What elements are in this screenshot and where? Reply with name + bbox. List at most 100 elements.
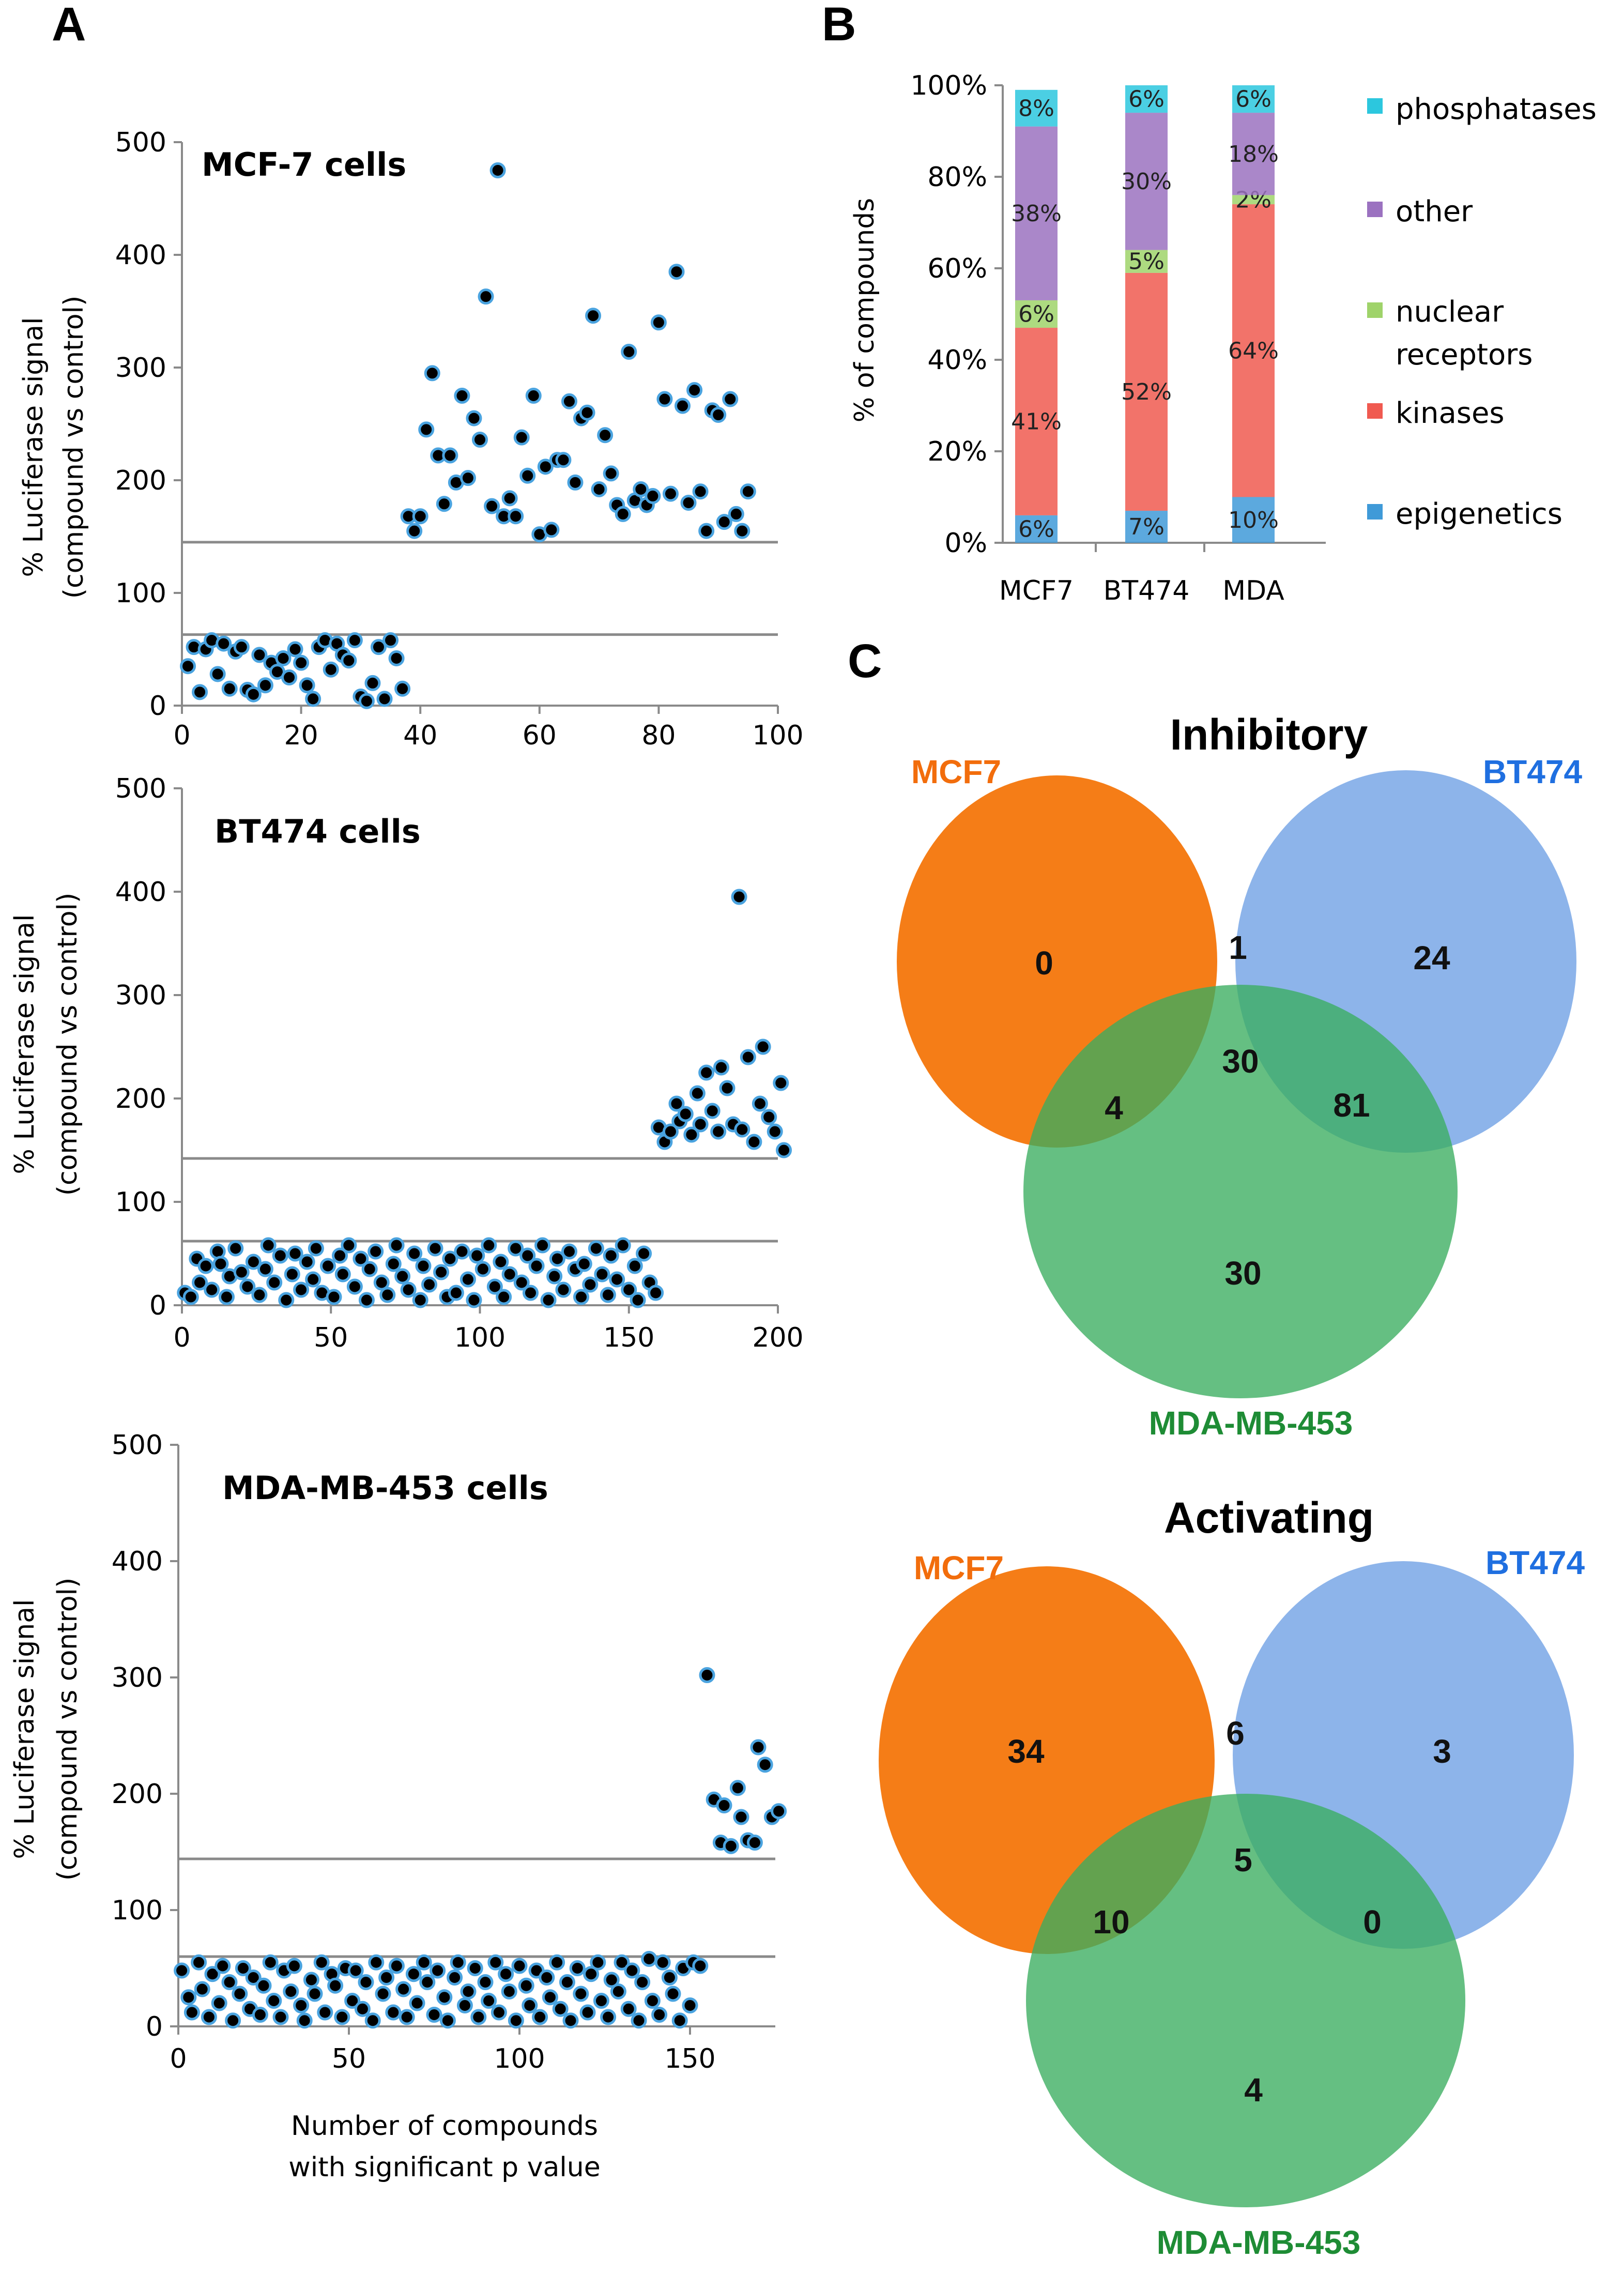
bar-segment-label: 30% [1121, 169, 1172, 195]
data-point [620, 2001, 637, 2017]
bar-segment-label: 38% [1011, 201, 1062, 227]
data-point [486, 1278, 503, 1295]
data-point [477, 1974, 494, 1990]
bar-category-label: MDA [1222, 575, 1284, 606]
data-point [682, 1997, 698, 2013]
data-point [496, 1289, 512, 1305]
data-point [299, 677, 315, 694]
legend-label-phosphatases: phosphatases [1396, 93, 1597, 126]
scatter-mda: MDA-MB-453 cells % Luciferase signal (co… [9, 1430, 787, 2183]
bar-segment-nuclear_receptors [1015, 300, 1058, 328]
bar-segment-label: 52% [1121, 379, 1172, 405]
data-point [614, 1954, 630, 1971]
data-point [734, 1121, 750, 1138]
bar-segment-label: 10% [1228, 507, 1279, 533]
data-point [293, 654, 310, 671]
data-point [272, 2009, 289, 2025]
bar-segment-other [1232, 113, 1275, 195]
data-point [233, 1264, 250, 1280]
data-point [562, 2012, 579, 2029]
data-point [472, 432, 488, 448]
venn-count-bt474-mda: 81 [1333, 1087, 1370, 1124]
data-point [376, 691, 393, 707]
data-point [498, 1966, 514, 1982]
data-point [418, 421, 435, 438]
data-point [353, 1250, 369, 1267]
data-point [588, 1240, 604, 1257]
data-point [296, 2012, 313, 2029]
data-point [746, 1134, 762, 1150]
data-point [308, 1240, 324, 1257]
data-point [633, 481, 649, 497]
data-point [734, 523, 750, 539]
data-point [731, 889, 747, 905]
y-tick-label: 200 [115, 465, 166, 496]
data-point [713, 1059, 729, 1076]
data-point [634, 1974, 651, 1990]
scatter-title: MCF-7 cells [202, 146, 406, 184]
data-point [677, 1106, 694, 1122]
data-point [307, 1986, 323, 2002]
data-point [364, 2012, 381, 2029]
data-point [388, 1958, 405, 1974]
data-point [218, 1289, 235, 1305]
data-point [293, 1281, 310, 1298]
data-point [615, 1237, 631, 1254]
data-point [752, 1095, 768, 1112]
data-point [212, 1256, 229, 1272]
bar-category-label: BT474 [1104, 575, 1190, 606]
bar-segment-kinases [1015, 328, 1058, 515]
x-tick-label: 0 [173, 1322, 190, 1353]
data-point [251, 647, 268, 663]
data-point [626, 1258, 643, 1274]
data-point [221, 1974, 238, 1990]
data-point [508, 508, 524, 525]
bar-segment-nuclear_receptors [1232, 195, 1275, 205]
data-point [719, 1080, 736, 1096]
data-point [232, 1986, 248, 2002]
x-tick-label: 100 [454, 1322, 505, 1353]
y-tick-label: 100 [115, 1187, 166, 1218]
panel-label-b: B [822, 0, 856, 51]
data-point [379, 1287, 396, 1303]
legend-label-nuclear-line1: nuclear [1396, 295, 1504, 329]
data-point [733, 1809, 749, 1825]
data-point [662, 485, 679, 502]
data-point [757, 1757, 773, 1773]
data-point [716, 1797, 732, 1813]
data-point [469, 1247, 485, 1264]
data-point [569, 1960, 586, 1976]
data-point [654, 1954, 671, 1971]
data-point [776, 1142, 792, 1158]
data-point [436, 1989, 453, 2006]
data-point [409, 1995, 425, 2011]
venn-count-mda-only: 4 [1244, 2071, 1263, 2109]
data-point [686, 382, 703, 399]
bar-segment-label: 6% [1018, 516, 1054, 542]
data-point [364, 675, 381, 691]
data-point [361, 1261, 378, 1277]
data-point [436, 496, 452, 512]
data-point [630, 1292, 646, 1308]
data-point [661, 1970, 678, 1986]
data-point [615, 506, 631, 522]
data-point [406, 523, 423, 539]
bar-y-tick-label: 80% [927, 162, 987, 193]
data-point [692, 1116, 709, 1133]
data-point [427, 1240, 443, 1257]
data-point [456, 1997, 473, 2013]
data-point [543, 522, 560, 538]
data-point [272, 1247, 288, 1264]
bar-segment-epigenetics [1015, 515, 1058, 543]
data-point [590, 1954, 606, 1971]
data-point [197, 1258, 214, 1274]
data-point [370, 639, 387, 655]
data-point [317, 2004, 333, 2021]
data-point [603, 465, 619, 482]
data-point [609, 1271, 625, 1288]
bar-y-tick-label: 60% [927, 253, 987, 284]
data-point [416, 1954, 432, 1971]
data-point [405, 1966, 422, 1982]
data-point [773, 1075, 789, 1091]
data-point [442, 447, 458, 464]
